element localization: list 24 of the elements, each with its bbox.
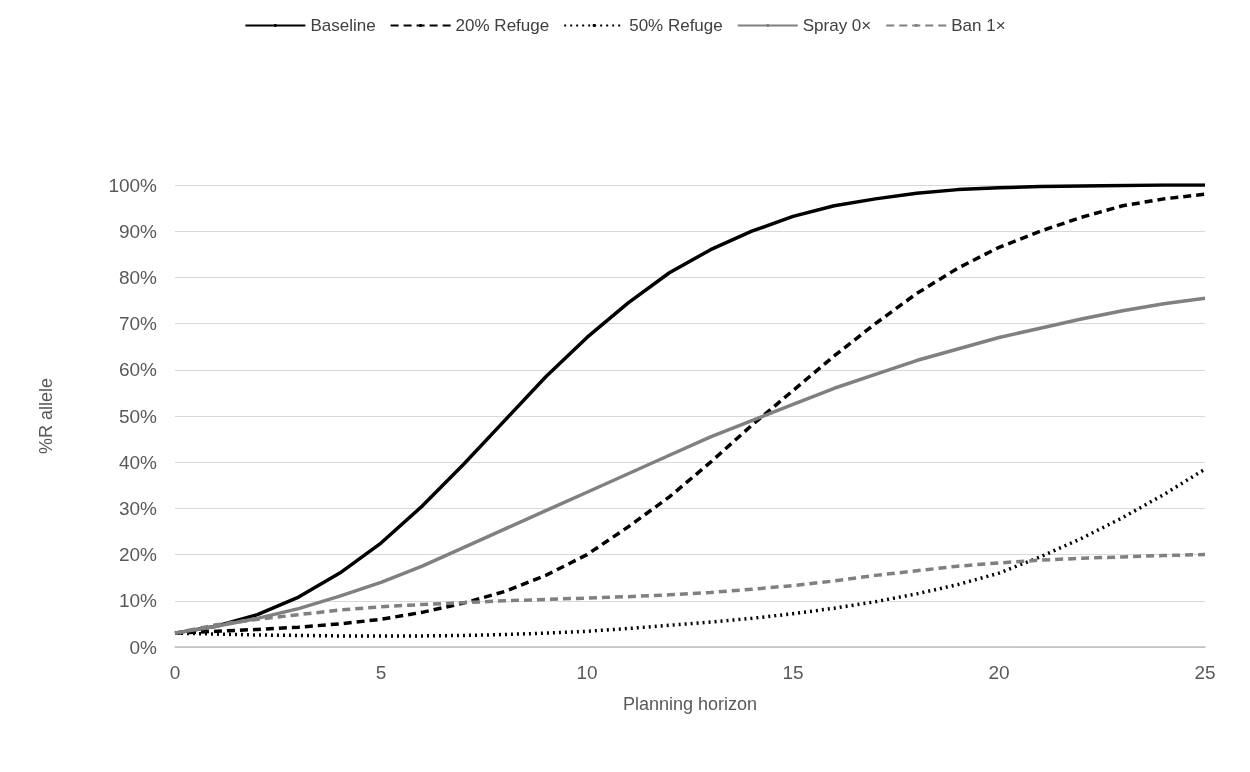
x-tick-label: 25 — [1194, 662, 1216, 683]
legend-label: Ban 1× — [951, 16, 1006, 35]
x-tick-label: 10 — [576, 662, 598, 683]
y-tick-label: 80% — [118, 266, 158, 288]
legend-label: 50% Refuge — [629, 16, 723, 35]
x-tick-label: 15 — [782, 662, 804, 683]
y-tick-label: 40% — [118, 451, 158, 473]
x-tick-label: 5 — [375, 662, 387, 683]
x-tick-label: 20 — [988, 662, 1010, 683]
y-tick-label: 70% — [118, 313, 158, 335]
y-tick-label: 100% — [108, 174, 158, 196]
legend-label: Spray 0× — [802, 16, 872, 35]
legend-label: Baseline — [310, 16, 376, 35]
y-tick-label: 20% — [118, 544, 158, 566]
y-axis-title: %R allele — [36, 377, 56, 455]
x-axis-title: Planning horizon — [622, 694, 758, 714]
y-tick-label: 90% — [118, 220, 158, 242]
y-tick-label: 30% — [118, 497, 158, 519]
y-tick-label: 50% — [118, 405, 158, 427]
legend-label: 20% Refuge — [455, 16, 550, 35]
y-tick-label: 10% — [118, 590, 158, 612]
y-tick-label: 0% — [129, 636, 158, 658]
x-tick-label: 0 — [169, 662, 181, 683]
y-tick-label: 60% — [118, 359, 158, 381]
